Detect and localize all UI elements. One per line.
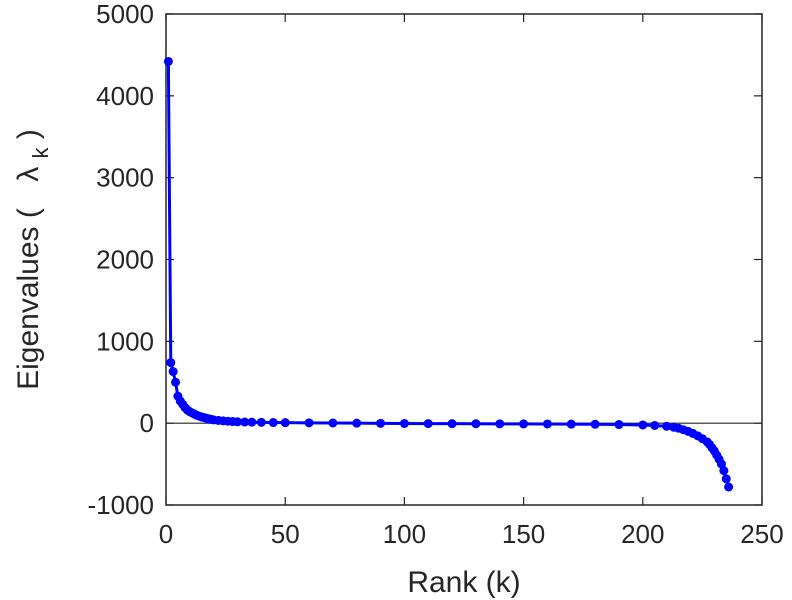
data-point (447, 419, 457, 429)
data-point (256, 417, 266, 427)
data-point (614, 420, 624, 430)
x-tick-label: 50 (271, 519, 300, 549)
data-point (328, 418, 338, 428)
data-point (233, 417, 243, 427)
data-point (268, 418, 278, 428)
data-point (650, 420, 660, 430)
data-point (471, 419, 481, 429)
data-point (280, 418, 290, 428)
y-tick-label: 2000 (96, 245, 154, 275)
y-tick-label: 4000 (96, 81, 154, 111)
data-point (240, 417, 250, 427)
plot-area: 0 50 100 150 200 250-100001000200030004000500… (88, 0, 784, 549)
data-point (638, 420, 648, 430)
y-tick-label: -1000 (88, 490, 155, 520)
svg-text:Eigenvalues ( λ k: Eigenvalues ( λ k ) (12, 129, 55, 390)
y-axis-title-close: ) (12, 129, 45, 139)
data-point (166, 358, 176, 368)
data-point (399, 418, 409, 428)
data-point (247, 417, 257, 427)
data-point (304, 418, 314, 428)
data-point (163, 56, 173, 66)
x-tick-label: 200 (621, 519, 664, 549)
lambda-symbol: λ (12, 167, 45, 182)
y-tick-label: 1000 (96, 326, 154, 356)
axis-ticks: 0 50 100 150 200 250-100001000200030004000500… (88, 0, 784, 549)
data-point (719, 466, 729, 476)
y-tick-label: 0 (140, 408, 154, 438)
data-point (171, 377, 181, 387)
x-tick-label: 250 (740, 519, 783, 549)
data-point (352, 418, 362, 428)
data-point (662, 421, 672, 431)
y-tick-label: 5000 (96, 0, 154, 29)
data-point (519, 419, 529, 429)
data-point (168, 367, 178, 377)
x-axis-title: Rank (k) (407, 566, 520, 599)
data-point (376, 418, 386, 428)
y-axis-title: Eigenvalues ( λ k ) (12, 129, 55, 390)
data-point (566, 419, 576, 429)
data-point (495, 419, 505, 429)
lambda-subscript: k (28, 146, 53, 158)
data-point (590, 419, 600, 429)
data-point (724, 482, 734, 492)
x-tick-label: 0 (159, 519, 173, 549)
data-point (721, 474, 731, 484)
data-point (542, 419, 552, 429)
data-points (163, 56, 734, 492)
x-tick-label: 100 (383, 519, 426, 549)
x-tick-label: 150 (502, 519, 545, 549)
y-axis-title-text: Eigenvalues ( (12, 208, 45, 390)
y-tick-label: 3000 (96, 163, 154, 193)
data-point (423, 419, 433, 429)
